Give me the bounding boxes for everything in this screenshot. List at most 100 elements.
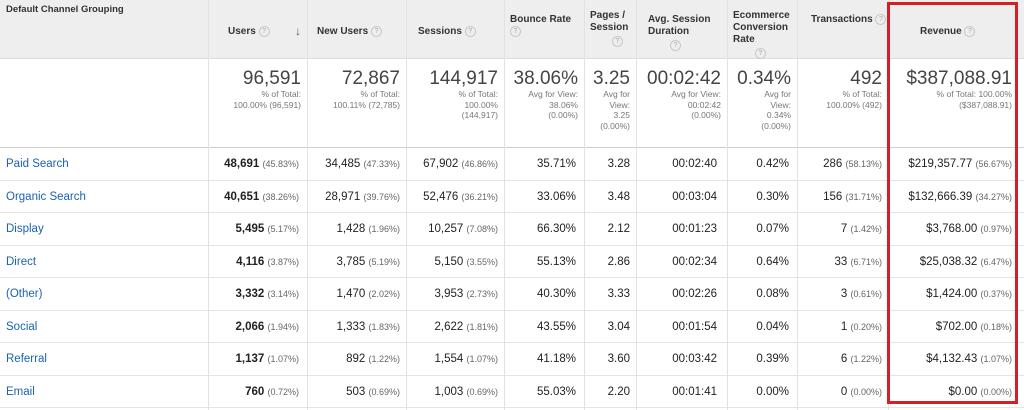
cell-sessions: 10,257 (7.08%) — [406, 213, 504, 245]
help-icon[interactable]: ? — [370, 26, 382, 37]
total-subtext: (0.00%) — [691, 110, 721, 120]
cell-value: 2.86 — [607, 255, 630, 268]
column-header-label: Transactions ? — [811, 14, 887, 26]
total-value: 3.25 — [593, 68, 630, 89]
cell-percent: (39.76%) — [363, 191, 400, 202]
cell-sessions: 5,150 (3.55%) — [406, 246, 504, 278]
channel-link[interactable]: Direct — [6, 255, 37, 268]
total-subtext: % of Total: — [458, 89, 498, 99]
total-subtext: 00:02:42 — [687, 99, 721, 110]
help-icon[interactable]: ? — [755, 48, 766, 59]
table-row: Email 760 (0.72%) 503 (0.69%) 1,003 (0.69%)… — [0, 376, 1024, 408]
total-pages-session: 3.25 Avg for View: 3.25 (0.00%) — [584, 59, 636, 147]
help-icon[interactable]: ? — [670, 40, 681, 51]
cell-pages-session: 3.60 — [584, 343, 636, 375]
cell-new-users: 34,485 (47.33%) — [307, 148, 406, 180]
table-row: Direct 4,116 (3.87%) 3,785 (5.19%) 5,150 (3… — [0, 246, 1024, 278]
cell-pages-session: 3.48 — [584, 181, 636, 213]
column-header-transactions[interactable]: Transactions ? — [797, 0, 888, 58]
cell-value: 3 — [840, 288, 848, 300]
cell-value: 00:02:26 — [672, 288, 717, 300]
help-icon[interactable]: ? — [964, 26, 976, 37]
cell-value: 5,495 — [235, 223, 265, 235]
cell-value: 3.48 — [607, 190, 630, 203]
column-header-sessions[interactable]: Sessions ? — [406, 0, 504, 58]
cell-value: 40.30% — [536, 288, 576, 300]
cell-percent: (58.13%) — [845, 159, 882, 169]
cell-value: 286 — [823, 158, 843, 170]
cell-percent: (0.20%) — [850, 321, 882, 332]
total-value: 96,591 — [242, 68, 301, 89]
cell-revenue: $219,357.77 (56.67%) — [888, 148, 1024, 180]
cell-percent: (0.97%) — [980, 224, 1012, 234]
cell-revenue: $132,666.39 (34.27%) — [888, 181, 1024, 213]
cell-value: 52,476 — [423, 190, 459, 203]
column-header-label: Rate — [733, 34, 755, 45]
column-header-label: Duration — [648, 26, 690, 37]
total-value: 144,917 — [429, 68, 498, 89]
cell-avg-duration: 00:01:54 — [636, 311, 727, 343]
cell-percent: (36.21%) — [461, 191, 498, 202]
help-icon[interactable]: ? — [612, 36, 623, 47]
sort-descending-icon[interactable]: ↓ — [295, 24, 301, 38]
table-row: Organic Search 40,651 (38.26%) 28,971 (39.… — [0, 181, 1024, 213]
channel-link[interactable]: (Other) — [6, 288, 43, 300]
total-value: 72,867 — [341, 68, 400, 89]
total-users: 96,591% of Total: 100.00% (96,591) — [208, 59, 307, 147]
cell-value: 503 — [346, 385, 366, 398]
channel-link[interactable]: Organic Search — [6, 190, 86, 203]
cell-value: 3,785 — [336, 255, 366, 268]
channel-link[interactable]: Display — [6, 223, 44, 235]
cell-new-users: 892 (1.22%) — [307, 343, 406, 375]
cell-users: 1,137 (1.07%) — [208, 343, 307, 375]
cell-new-users: 1,428 (1.96%) — [307, 213, 406, 245]
total-subtext: 100.00% (96,591) — [233, 99, 301, 110]
column-header-label: Avg. Session — [648, 14, 711, 25]
channel-link[interactable]: Email — [6, 385, 35, 398]
column-header-ecomm-rate[interactable]: Ecommerce Conversion Rate? — [727, 0, 797, 59]
cell-bounce-rate: 55.03% — [504, 376, 584, 408]
column-divider — [636, 0, 637, 410]
cell-new-users: 28,971 (39.76%) — [307, 181, 406, 213]
cell-percent: (0.72%) — [267, 386, 299, 397]
dimension-header[interactable]: Default Channel Grouping — [6, 4, 124, 15]
column-header-label: Users ? — [228, 26, 270, 38]
column-header-pages-session[interactable]: Pages / Session? — [584, 0, 636, 58]
channel-link[interactable]: Referral — [6, 353, 47, 365]
channel-link[interactable]: Social — [6, 320, 38, 333]
data-rows: Paid Search 48,691 (45.83%) 34,485 (47.33%… — [0, 148, 1024, 410]
cell-revenue: $4,132.43 (1.07%) — [888, 343, 1024, 375]
column-header-revenue[interactable]: Revenue ? — [888, 0, 1024, 58]
cell-ecomm-rate: 0.30% — [727, 181, 797, 213]
help-icon[interactable]: ? — [510, 26, 521, 37]
cell-value: 33 — [834, 255, 848, 268]
cell-percent: (0.00%) — [980, 386, 1012, 397]
total-value: 492 — [850, 68, 882, 89]
help-icon[interactable]: ? — [464, 26, 476, 37]
column-header-users[interactable]: Users ? ↓ — [208, 0, 307, 58]
cell-percent: (47.33%) — [363, 159, 400, 169]
column-header-label: New Users ? — [317, 26, 382, 38]
help-icon[interactable]: ? — [875, 14, 887, 25]
column-header-label: Conversion — [733, 22, 789, 33]
cell-percent: (1.96%) — [368, 224, 400, 234]
column-header-bounce-rate[interactable]: Bounce Rate ? — [504, 0, 584, 58]
cell-value: $0.00 — [948, 385, 978, 398]
cell-value: 67,902 — [423, 158, 459, 170]
cell-new-users: 3,785 (5.19%) — [307, 246, 406, 278]
column-divider — [406, 0, 407, 410]
cell-pages-session: 3.04 — [584, 311, 636, 343]
channel-link[interactable]: Paid Search — [6, 158, 69, 170]
column-header-new-users[interactable]: New Users ? — [307, 0, 406, 58]
cell-avg-duration: 00:02:34 — [636, 246, 727, 278]
cell-value: 0 — [840, 385, 848, 398]
help-icon[interactable]: ? — [258, 26, 270, 37]
cell-value: 1,470 — [336, 288, 366, 300]
column-divider — [307, 0, 308, 410]
cell-value: 00:03:04 — [672, 190, 717, 203]
total-subtext: 38.06% — [549, 99, 578, 110]
cell-ecomm-rate: 0.04% — [727, 311, 797, 343]
cell-avg-duration: 00:03:42 — [636, 343, 727, 375]
cell-value: 1 — [840, 320, 848, 333]
column-header-avg-duration[interactable]: Avg. Session Duration? — [636, 0, 727, 58]
